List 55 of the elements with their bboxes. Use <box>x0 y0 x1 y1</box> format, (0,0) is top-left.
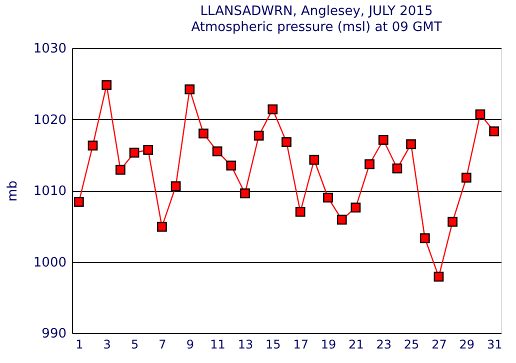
y-tick-label: 1020 <box>33 112 66 128</box>
point <box>434 272 444 282</box>
point <box>116 164 126 175</box>
x-tick-label: 5 <box>130 338 139 352</box>
point <box>74 196 84 207</box>
point <box>129 148 140 158</box>
x-tick-label: 19 <box>320 338 336 352</box>
point <box>323 192 333 203</box>
y-tick-label: 990 <box>42 326 66 342</box>
point <box>295 206 306 217</box>
point <box>254 130 264 141</box>
point <box>170 181 181 192</box>
chart-subtitle: Atmospheric pressure (msl) at 09 GMT <box>191 20 442 35</box>
x-tick-label: 29 <box>459 338 475 352</box>
point <box>268 104 278 114</box>
point <box>378 134 388 145</box>
y-axis-title: mb <box>5 180 20 202</box>
x-tick-label: 27 <box>432 338 447 352</box>
y-tick-label: 1000 <box>33 255 66 270</box>
point <box>143 144 154 155</box>
point <box>282 137 292 147</box>
point <box>309 154 320 165</box>
point <box>461 172 472 183</box>
point <box>420 233 430 244</box>
x-tick-label: 3 <box>103 338 111 352</box>
point <box>198 128 208 138</box>
x-tick-label: 9 <box>186 338 194 352</box>
x-tick-label: 25 <box>404 338 420 352</box>
point <box>157 222 167 232</box>
point <box>336 214 347 225</box>
point <box>364 159 374 170</box>
point <box>240 188 250 198</box>
point <box>350 202 361 213</box>
point <box>212 146 222 156</box>
x-tick-label: 23 <box>376 338 392 352</box>
x-tick-label: 17 <box>293 338 308 352</box>
point <box>184 84 195 94</box>
point <box>489 126 500 136</box>
point <box>226 160 236 170</box>
chart-title: LLANSADWRN, Anglesey, JULY 2015 <box>200 4 433 19</box>
x-tick-label: 1 <box>76 338 84 352</box>
x-tick-label: 7 <box>158 338 166 352</box>
point <box>102 80 112 90</box>
point <box>392 163 402 174</box>
x-tick-label: 21 <box>348 338 364 352</box>
point <box>406 139 416 150</box>
x-tick-label: 13 <box>238 338 254 352</box>
x-tick-label: 11 <box>210 338 226 352</box>
point <box>88 140 98 151</box>
point <box>475 109 486 120</box>
y-tick-label: 1010 <box>33 184 66 199</box>
x-tick-label: 31 <box>486 338 502 352</box>
y-tick-label: 1030 <box>33 42 66 56</box>
x-tick-label: 15 <box>266 338 281 352</box>
point <box>448 216 458 227</box>
